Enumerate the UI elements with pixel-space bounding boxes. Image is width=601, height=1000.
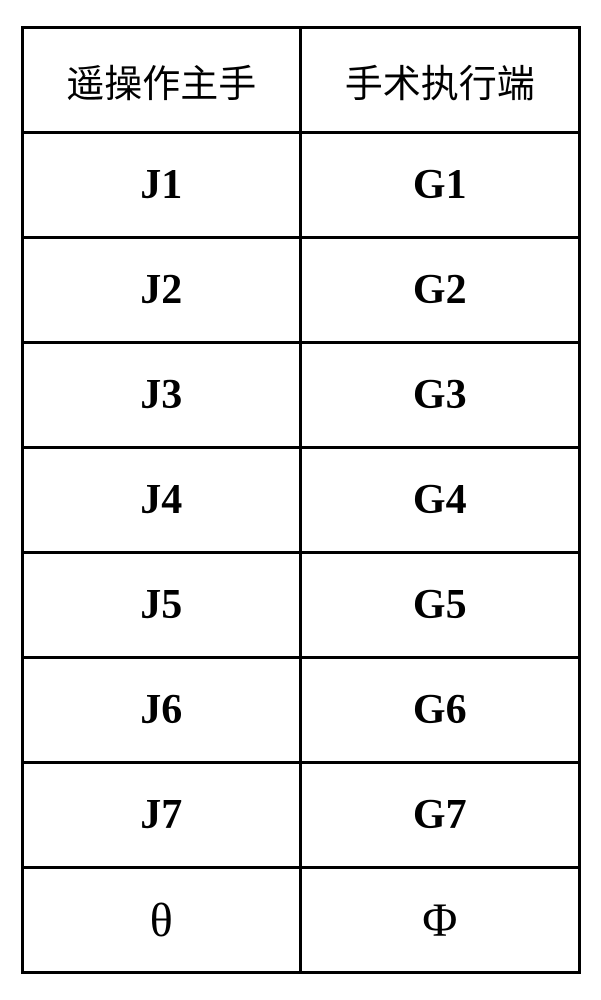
cell-j2: J2 — [22, 238, 301, 343]
cell-j5: J5 — [22, 553, 301, 658]
table-row: J1 G1 — [22, 133, 579, 238]
cell-g6: G6 — [301, 658, 580, 763]
cell-j1: J1 — [22, 133, 301, 238]
table-row: J2 G2 — [22, 238, 579, 343]
table-row: J4 G4 — [22, 448, 579, 553]
table-row: θ Φ — [22, 868, 579, 973]
cell-g5: G5 — [301, 553, 580, 658]
table-row: J5 G5 — [22, 553, 579, 658]
cell-theta: θ — [22, 868, 301, 973]
header-master: 遥操作主手 — [22, 28, 301, 133]
cell-j7: J7 — [22, 763, 301, 868]
cell-j4: J4 — [22, 448, 301, 553]
table-row: J6 G6 — [22, 658, 579, 763]
table-container: 遥操作主手 手术执行端 J1 G1 J2 G2 J3 G3 J4 G4 J5 — [21, 26, 581, 974]
cell-g3: G3 — [301, 343, 580, 448]
header-slave: 手术执行端 — [301, 28, 580, 133]
cell-phi: Φ — [301, 868, 580, 973]
cell-j3: J3 — [22, 343, 301, 448]
cell-g1: G1 — [301, 133, 580, 238]
cell-g2: G2 — [301, 238, 580, 343]
cell-g4: G4 — [301, 448, 580, 553]
cell-j6: J6 — [22, 658, 301, 763]
cell-g7: G7 — [301, 763, 580, 868]
table-header-row: 遥操作主手 手术执行端 — [22, 28, 579, 133]
table-row: J3 G3 — [22, 343, 579, 448]
table-row: J7 G7 — [22, 763, 579, 868]
mapping-table: 遥操作主手 手术执行端 J1 G1 J2 G2 J3 G3 J4 G4 J5 — [21, 26, 581, 974]
